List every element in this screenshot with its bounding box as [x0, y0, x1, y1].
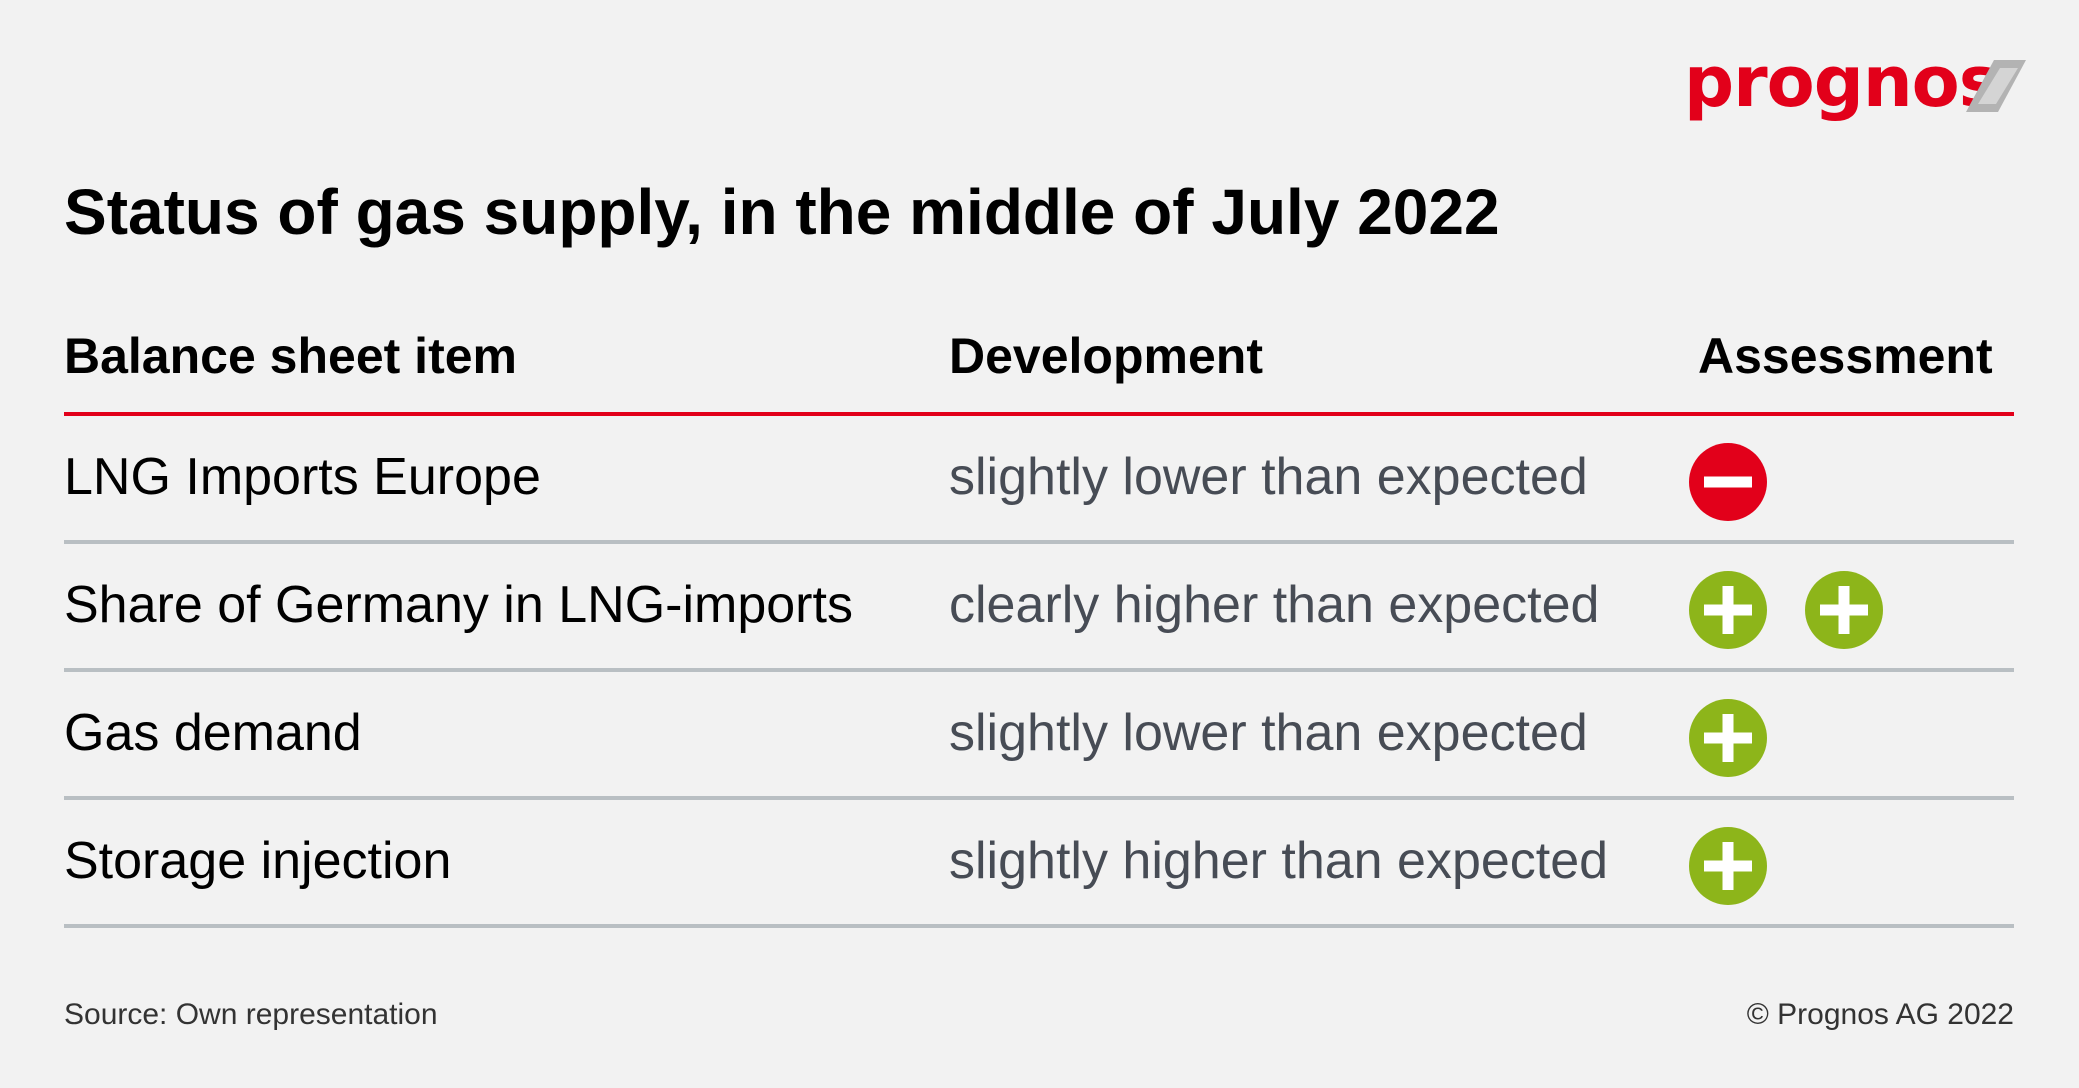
row-item-label: Gas demand [64, 704, 362, 762]
row-development-text: clearly higher than expected [949, 576, 1600, 634]
table-row: Share of Germany in LNG-imports clearly … [64, 544, 2014, 672]
plus-circle-icon [1689, 827, 1767, 905]
row-item-label: Share of Germany in LNG-imports [64, 576, 853, 634]
row-divider [64, 796, 2014, 800]
table-row: Storage injection slightly higher than e… [64, 800, 2014, 928]
row-item-label: LNG Imports Europe [64, 448, 541, 506]
row-assessment [1689, 571, 1883, 651]
logo-wordmark: prognos [1684, 41, 2000, 123]
copyright-note: © Prognos AG 2022 [1746, 998, 2014, 1031]
header-divider [64, 412, 2014, 416]
table-row: LNG Imports Europe slightly lower than e… [64, 416, 2014, 544]
plus-circle-icon [1805, 571, 1883, 649]
source-note: Source: Own representation [64, 998, 438, 1031]
table-row: Gas demand slightly lower than expected [64, 672, 2014, 800]
header-balance-sheet-item: Balance sheet item [64, 328, 517, 384]
row-assessment [1689, 443, 1767, 523]
row-divider [64, 540, 2014, 544]
minus-circle-icon [1689, 443, 1767, 521]
row-item-label: Storage injection [64, 832, 452, 890]
page-title: Status of gas supply, in the middle of J… [64, 176, 1500, 248]
row-development-text: slightly lower than expected [949, 448, 1588, 506]
row-divider [64, 924, 2014, 928]
row-assessment [1689, 699, 1767, 779]
plus-circle-icon [1689, 699, 1767, 777]
header-development: Development [949, 328, 1263, 384]
prognos-logo: prognos [1680, 40, 2030, 125]
row-development-text: slightly higher than expected [949, 832, 1609, 890]
logo-swoosh-icon [1966, 60, 2026, 112]
row-development-text: slightly lower than expected [949, 704, 1588, 762]
plus-circle-icon [1689, 571, 1767, 649]
header-assessment: Assessment [1698, 328, 1993, 384]
row-divider [64, 668, 2014, 672]
row-assessment [1689, 827, 1767, 907]
